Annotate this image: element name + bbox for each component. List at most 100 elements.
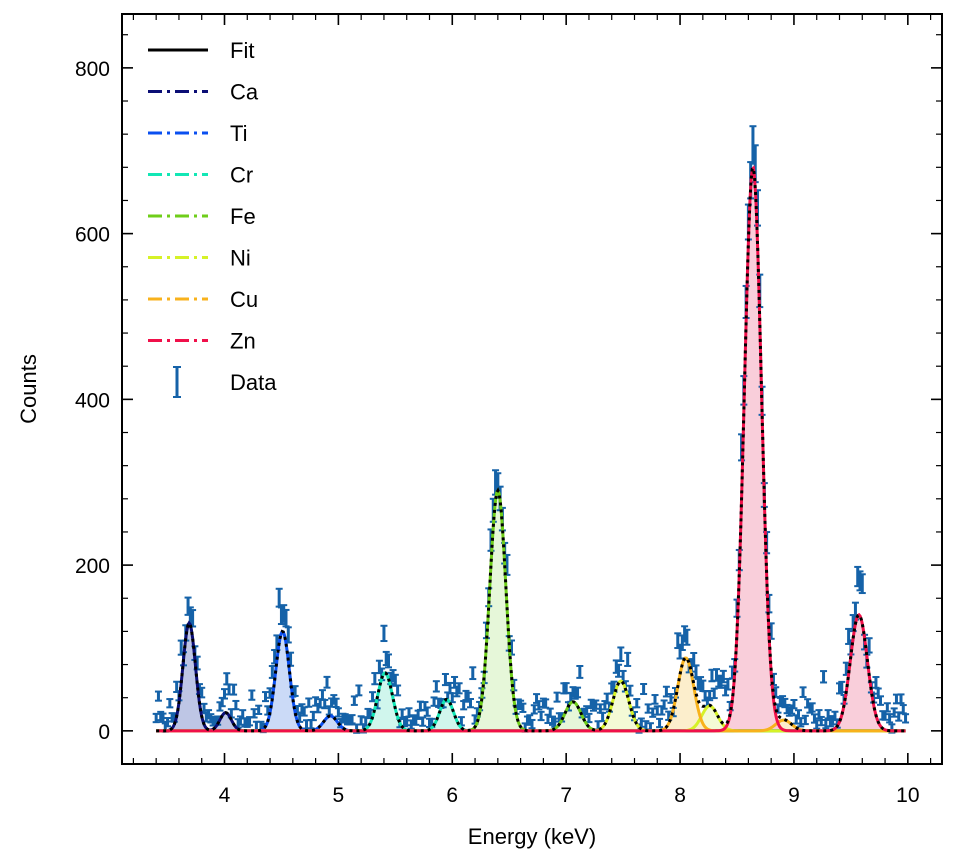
data-point	[248, 689, 256, 701]
data-point	[334, 707, 342, 718]
legend-item: Ca	[148, 80, 259, 105]
legend-label: Data	[230, 370, 277, 395]
data-point	[355, 684, 363, 697]
curve-zn	[156, 165, 906, 733]
data-point	[656, 717, 664, 729]
legend-item: Zn	[148, 329, 256, 354]
data-point	[250, 708, 258, 719]
data-points	[152, 125, 910, 734]
data-point	[350, 695, 358, 706]
legend-item: Cr	[148, 163, 253, 188]
x-tick-label: 8	[674, 784, 686, 807]
x-tick-label: 7	[560, 784, 572, 807]
legend-label: Cu	[230, 287, 258, 312]
data-point	[164, 717, 172, 728]
data-point	[159, 712, 167, 723]
y-tick-label: 200	[75, 555, 110, 578]
y-tick-label: 0	[98, 721, 110, 744]
data-point	[152, 712, 160, 724]
data-point	[430, 696, 438, 707]
data-point	[877, 695, 884, 706]
legend-item: Data	[173, 366, 277, 398]
data-point	[662, 685, 670, 698]
data-point	[262, 691, 269, 703]
data-point	[660, 699, 668, 710]
data-point	[883, 702, 891, 713]
x-axis-title: Energy (keV)	[468, 824, 596, 849]
axis-ticks	[122, 14, 942, 765]
data-point	[537, 710, 545, 722]
data-point	[519, 702, 527, 713]
data-point	[419, 716, 427, 727]
data-point	[640, 683, 648, 696]
x-tick-label: 4	[219, 784, 231, 807]
data-point	[592, 699, 600, 710]
data-point	[820, 670, 828, 684]
fill-zn	[156, 168, 906, 731]
data-point	[710, 687, 718, 700]
data-point	[649, 707, 657, 718]
data-point	[799, 686, 807, 698]
x-tick-label: 5	[333, 784, 345, 807]
data-point	[719, 669, 727, 684]
x-tick-labels: 4 5 6 7 8 9 10	[219, 784, 920, 807]
y-tick-label: 600	[75, 224, 110, 247]
data-point	[441, 673, 449, 687]
data-point	[644, 703, 652, 714]
data-point	[348, 714, 356, 725]
data-point	[902, 713, 910, 724]
legend-label: Cr	[230, 163, 253, 188]
data-point	[797, 717, 805, 728]
data-point	[405, 707, 413, 718]
data-point	[318, 689, 326, 701]
legend-label: Zn	[230, 329, 256, 354]
data-point	[423, 706, 431, 717]
y-axis-title: Counts	[16, 354, 41, 424]
legend-item: Ni	[148, 246, 251, 271]
data-point	[252, 720, 260, 732]
data-point	[432, 680, 440, 693]
data-point	[332, 697, 340, 708]
data-point	[221, 688, 228, 700]
data-point	[230, 683, 238, 696]
fit-line	[156, 165, 906, 733]
legend-label: Fit	[230, 38, 254, 63]
data-point	[817, 715, 825, 727]
data-point	[469, 666, 477, 681]
data-point	[683, 628, 691, 646]
data-point	[708, 668, 716, 683]
legend-item: Ti	[148, 121, 248, 146]
data-point	[154, 690, 162, 702]
data-point	[321, 698, 329, 710]
element-curves	[156, 165, 906, 733]
data-point	[574, 686, 582, 699]
data-point	[255, 704, 263, 715]
data-point	[385, 653, 392, 669]
data-point	[166, 698, 174, 709]
data-point	[380, 624, 388, 643]
y-tick-label: 400	[75, 389, 110, 412]
x-tick-label: 10	[896, 784, 919, 807]
legend-label: Ni	[230, 246, 251, 271]
data-point	[706, 689, 714, 702]
data-point	[886, 713, 894, 724]
data-point	[897, 693, 905, 705]
data-point	[528, 718, 536, 730]
data-point	[275, 587, 283, 608]
data-point	[232, 699, 240, 711]
data-point	[790, 699, 798, 710]
y-tick-labels: 0 200 400 600 800	[75, 58, 110, 744]
data-point	[808, 702, 816, 713]
data-point	[576, 665, 584, 679]
data-point	[617, 646, 625, 663]
data-point	[633, 698, 641, 709]
element-fills	[156, 168, 906, 731]
data-point	[535, 700, 543, 711]
data-point	[801, 714, 809, 726]
y-tick-label: 800	[75, 58, 110, 81]
data-point	[615, 663, 623, 678]
fit-curve	[156, 165, 906, 733]
data-point	[651, 694, 659, 705]
data-point	[890, 707, 898, 718]
